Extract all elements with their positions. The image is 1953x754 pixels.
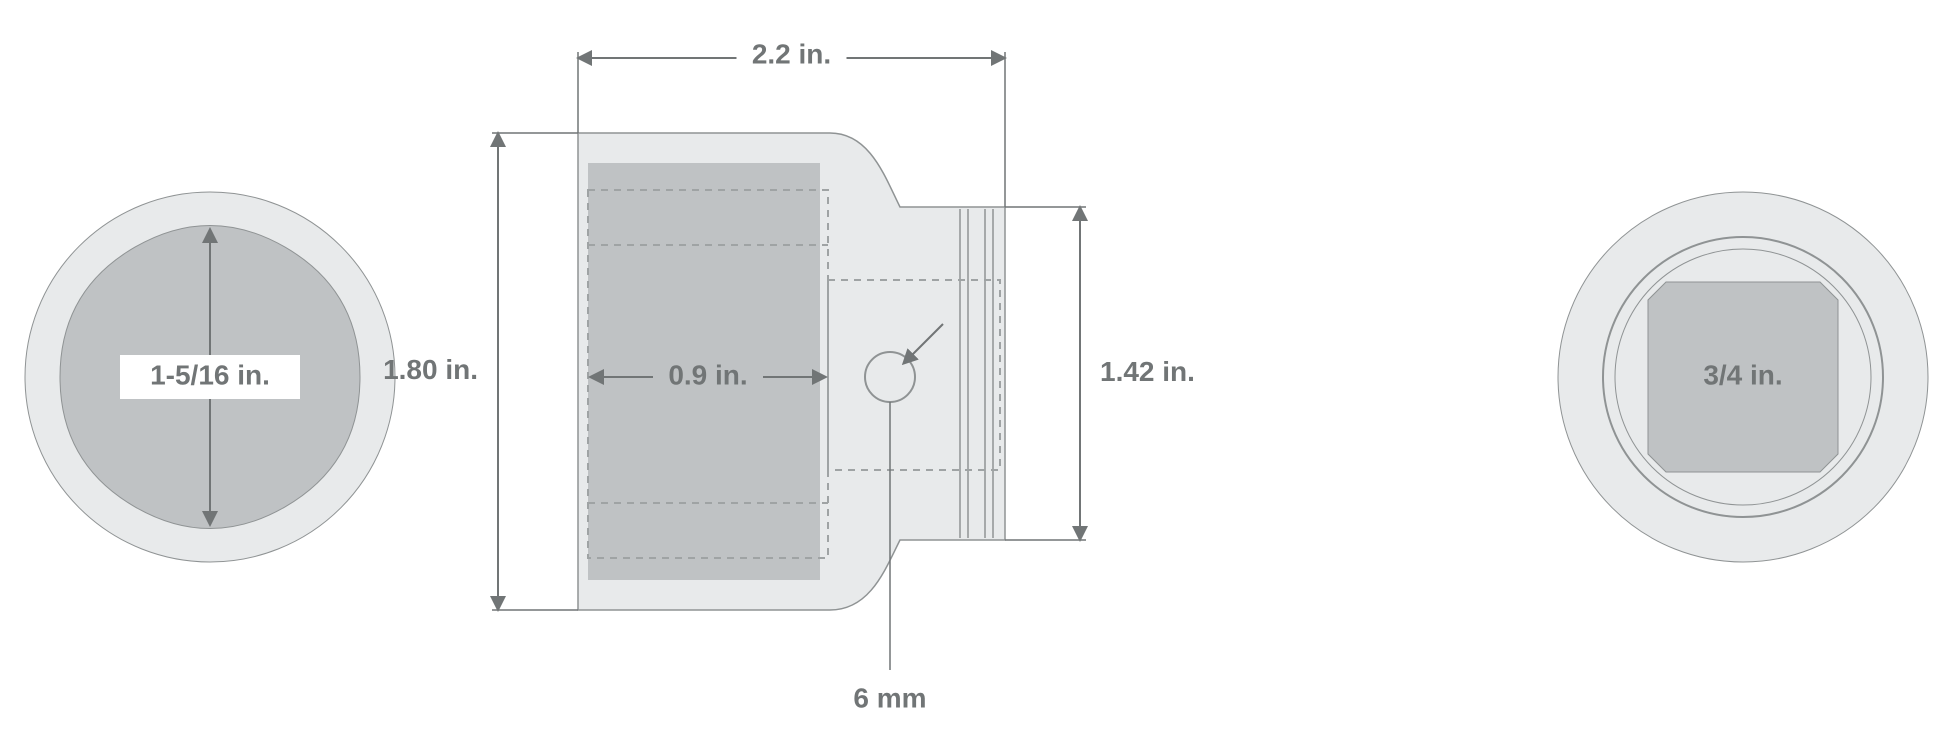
pin-dia-label: 6 mm bbox=[853, 682, 926, 713]
square-size-label: 3/4 in. bbox=[1703, 359, 1782, 390]
dim-right-label: 1.42 in. bbox=[1100, 356, 1195, 387]
hex-size-label: 1-5/16 in. bbox=[150, 359, 270, 390]
dim-left-label: 1.80 in. bbox=[383, 354, 478, 385]
dim-top-label: 2.2 in. bbox=[752, 38, 831, 69]
dim-depth-label: 0.9 in. bbox=[668, 359, 747, 390]
